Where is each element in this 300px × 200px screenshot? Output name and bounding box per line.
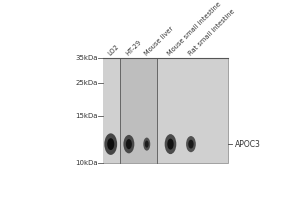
Text: LO2: LO2: [106, 43, 120, 56]
Text: 15kDa: 15kDa: [75, 113, 98, 119]
Ellipse shape: [188, 140, 194, 149]
Ellipse shape: [123, 135, 134, 153]
Bar: [103, 58, 228, 163]
Text: HT-29: HT-29: [125, 39, 143, 56]
Text: 10kDa: 10kDa: [75, 160, 98, 166]
Text: APOC3: APOC3: [235, 140, 261, 149]
Ellipse shape: [186, 136, 196, 152]
Text: 35kDa: 35kDa: [75, 55, 98, 61]
Ellipse shape: [167, 139, 174, 150]
Text: Mouse small intestine: Mouse small intestine: [167, 1, 223, 56]
Text: 25kDa: 25kDa: [75, 80, 98, 86]
Bar: [120, 58, 157, 163]
Text: Mouse liver: Mouse liver: [144, 25, 175, 56]
Bar: [157, 58, 228, 163]
Ellipse shape: [107, 138, 114, 150]
Ellipse shape: [143, 138, 150, 151]
Bar: [103, 58, 120, 163]
Ellipse shape: [126, 139, 132, 149]
Ellipse shape: [165, 134, 176, 154]
Text: Rat small intestine: Rat small intestine: [188, 8, 236, 56]
Ellipse shape: [104, 133, 117, 155]
Ellipse shape: [145, 141, 149, 148]
